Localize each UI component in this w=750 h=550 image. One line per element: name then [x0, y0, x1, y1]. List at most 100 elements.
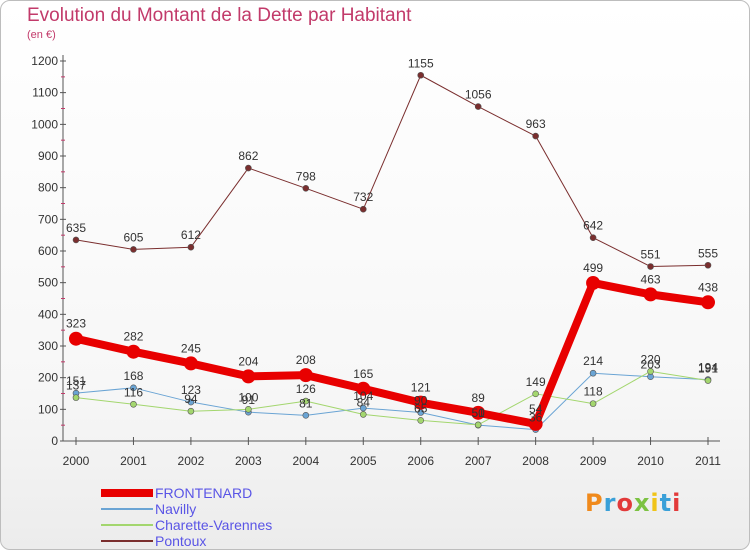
- legend-label-charette-varennes: Charette-Varennes: [155, 517, 273, 533]
- data-label-frontenard: 208: [296, 353, 316, 367]
- data-label-pontoux: 551: [641, 248, 661, 262]
- data-point-charette-varennes: [245, 406, 252, 413]
- data-point-navilly: [359, 404, 367, 412]
- axes: 0 100 200 300 400 500 600 700 800 900 1000 1100 1200…: [31, 54, 721, 468]
- data-point-pontoux: [359, 205, 367, 213]
- logo-letter: i: [650, 489, 660, 517]
- x-tick-label: 2011: [695, 454, 721, 468]
- data-point-pontoux: [704, 261, 712, 269]
- legend-item-pontoux: Pontoux: [101, 533, 361, 549]
- data-point-frontenard: [298, 368, 313, 383]
- data-label-frontenard: 323: [66, 317, 86, 331]
- data-label-navilly: 123: [181, 383, 201, 397]
- data-label-frontenard: 282: [123, 330, 143, 344]
- data-label-frontenard: 245: [181, 341, 201, 355]
- data-label-charette-varennes: 84: [357, 395, 371, 409]
- data-label-navilly: 81: [299, 396, 313, 410]
- x-tick-label: 2008: [522, 454, 549, 468]
- x-tick-label: 2007: [465, 454, 492, 468]
- data-label-charette-varennes: 191: [698, 362, 718, 376]
- data-point-charette-varennes: [474, 421, 482, 429]
- y-tick-label: 900: [38, 149, 58, 163]
- series-labels: 635 605 612 862 798 732 1155 1056 963 642 551 555 15…: [66, 56, 718, 424]
- data-point-pontoux: [302, 185, 310, 192]
- data-label-navilly: 151: [66, 374, 86, 388]
- data-label-charette-varennes: 126: [296, 382, 316, 396]
- y-tick-label: 1000: [31, 117, 58, 131]
- x-tick-label: 2004: [292, 454, 319, 468]
- data-label-pontoux: 555: [698, 246, 718, 260]
- data-label-pontoux: 642: [583, 219, 603, 233]
- data-point-charette-varennes: [130, 400, 137, 408]
- x-tick-label: 2003: [235, 454, 262, 468]
- data-point-navilly: [589, 369, 597, 377]
- data-label-pontoux: 635: [66, 221, 86, 235]
- data-point-charette-varennes: [187, 407, 195, 415]
- y-tick-label: 300: [38, 339, 58, 353]
- y-tick-label: 0: [51, 434, 58, 448]
- data-label-frontenard: 463: [641, 272, 661, 286]
- y-tick-label: 200: [38, 371, 58, 385]
- y-tick-label: 500: [38, 276, 58, 290]
- data-label-navilly: 104: [353, 389, 373, 403]
- logo-letter: P: [585, 489, 604, 517]
- x-tick-label: 2002: [178, 454, 205, 468]
- data-label-navilly: 194: [698, 361, 718, 375]
- legend-swatch-pontoux: [101, 540, 153, 542]
- data-label-frontenard: 438: [698, 280, 718, 294]
- data-point-charette-varennes: [589, 400, 597, 407]
- logo-letter: i: [672, 489, 682, 517]
- data-point-pontoux: [187, 243, 195, 251]
- data-point-pontoux: [532, 132, 539, 140]
- series-line-pontoux: [75, 74, 709, 268]
- legend-swatch-navilly: [101, 508, 153, 510]
- data-label-frontenard: 165: [353, 367, 373, 381]
- data-label-charette-varennes: 149: [526, 375, 546, 389]
- data-point-charette-varennes: [704, 377, 712, 384]
- data-label-frontenard: 54: [529, 402, 543, 416]
- data-point-frontenard: [413, 395, 428, 410]
- data-point-pontoux: [647, 263, 654, 270]
- data-point-charette-varennes: [417, 417, 425, 424]
- data-label-navilly: 203: [641, 358, 661, 372]
- data-point-charette-varennes: [359, 411, 367, 418]
- data-point-frontenard: [643, 287, 658, 302]
- data-point-frontenard: [183, 356, 198, 371]
- data-label-pontoux: 862: [238, 149, 258, 163]
- y-tick-label: 400: [38, 307, 58, 321]
- proxiti-logo: Proxiti: [585, 489, 681, 517]
- data-label-frontenard: 499: [583, 261, 603, 275]
- legend-swatch-frontenard: [101, 489, 153, 497]
- y-tick-label: 700: [38, 212, 58, 226]
- data-label-frontenard: 89: [472, 391, 486, 405]
- chart-unit: (en €): [27, 29, 56, 41]
- series-line-charette-varennes: [75, 370, 709, 426]
- data-label-charette-varennes: 137: [66, 379, 86, 393]
- y-tick-label: 100: [38, 402, 58, 416]
- data-point-charette-varennes: [302, 397, 310, 405]
- x-tick-label: 2006: [407, 454, 434, 468]
- data-point-frontenard: [471, 405, 486, 420]
- y-tick-label: 600: [38, 244, 58, 258]
- series-line-navilly: [75, 372, 709, 431]
- data-point-frontenard: [241, 369, 256, 384]
- series-line-frontenard: [72, 278, 712, 428]
- data-label-charette-varennes: 51: [472, 406, 486, 420]
- data-point-frontenard: [69, 331, 83, 346]
- x-tick-label: 2009: [580, 454, 607, 468]
- legend-label-frontenard: FRONTENARD: [155, 485, 253, 501]
- data-label-pontoux: 612: [181, 228, 201, 242]
- data-label-frontenard: 204: [238, 354, 258, 368]
- data-label-charette-varennes: 94: [184, 392, 198, 406]
- data-point-pontoux: [72, 236, 80, 244]
- logo-letter: t: [659, 489, 673, 517]
- data-point-frontenard: [586, 275, 601, 290]
- data-point-charette-varennes: [532, 390, 539, 398]
- legend-label-pontoux: Pontoux: [155, 533, 207, 549]
- x-tick-label: 2000: [63, 454, 90, 468]
- y-tick-label: 1200: [31, 54, 58, 68]
- data-point-frontenard: [126, 344, 141, 359]
- logo-letter: o: [616, 489, 634, 517]
- data-label-charette-varennes: 116: [124, 385, 143, 399]
